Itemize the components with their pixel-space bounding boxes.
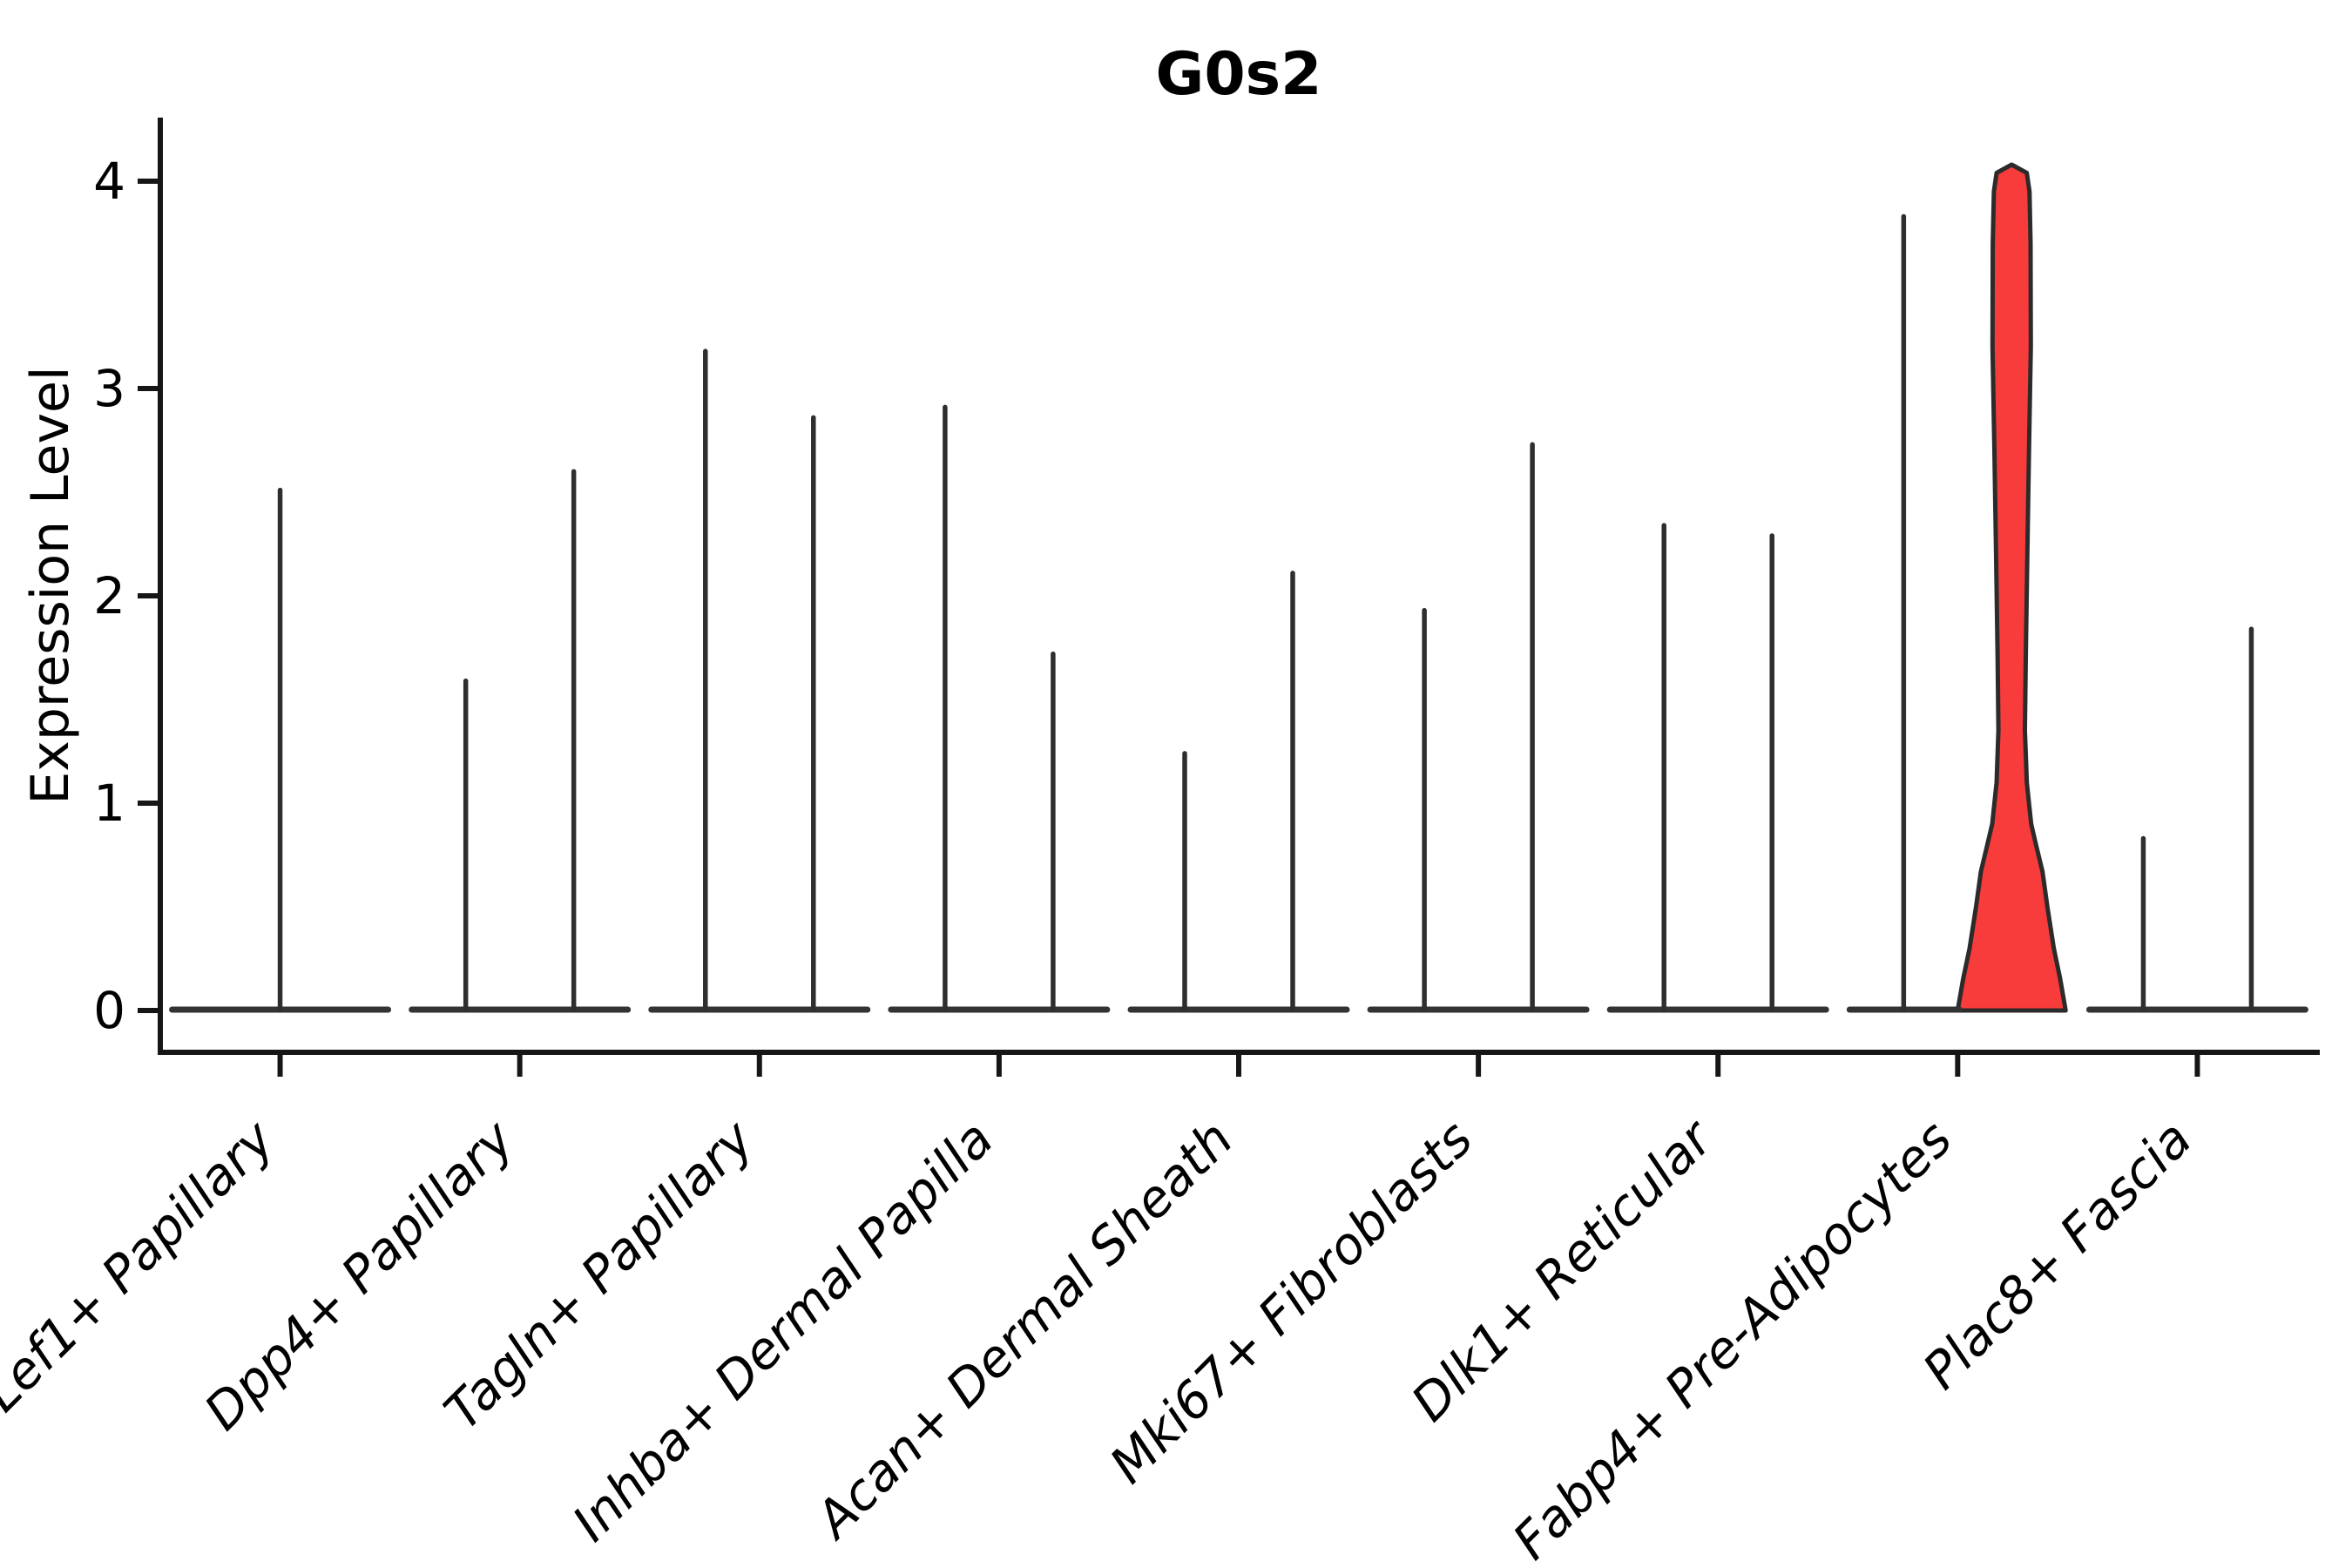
y-tick-label: 0 xyxy=(93,981,125,1040)
axes-layer: 0 1 2 3 4 xyxy=(93,118,2320,1077)
y-tick-label: 1 xyxy=(93,774,125,833)
y-tick-label: 4 xyxy=(93,152,125,211)
chart-title: G0s2 xyxy=(1156,40,1322,109)
violin-layer xyxy=(169,162,2308,1013)
y-tick-label: 3 xyxy=(93,359,125,418)
y-axis-label: Expression Level xyxy=(20,366,81,804)
highlighted-violin xyxy=(1955,162,2068,1013)
y-tick-label: 2 xyxy=(93,566,125,625)
